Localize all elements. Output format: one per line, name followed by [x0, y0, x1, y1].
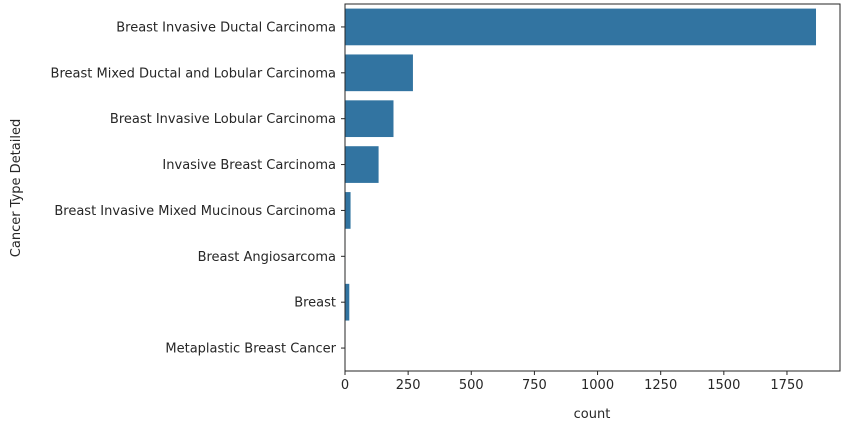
bar — [345, 54, 413, 91]
bar — [345, 192, 351, 229]
bar — [345, 284, 349, 321]
x-tick-label: 1000 — [581, 378, 614, 393]
y-tick-label: Metaplastic Breast Cancer — [165, 342, 336, 357]
y-tick-label: Breast Invasive Ductal Carcinoma — [116, 20, 336, 35]
x-tick-label: 500 — [459, 378, 484, 393]
x-axis-label: count — [574, 407, 611, 422]
y-tick-label: Breast Invasive Mixed Mucinous Carcinoma — [54, 204, 336, 219]
bar — [345, 146, 379, 183]
x-tick-label: 750 — [522, 378, 547, 393]
y-tick-label: Breast — [294, 296, 336, 311]
plot-frame — [345, 4, 840, 371]
bar — [345, 100, 393, 137]
bar — [345, 9, 816, 46]
y-axis-label: Cancer Type Detailed — [9, 119, 24, 257]
x-tick-labels: 0 250 500 750 1000 1250 1500 1750 — [341, 371, 804, 393]
x-tick-label: 1250 — [644, 378, 677, 393]
x-tick-label: 250 — [396, 378, 421, 393]
y-tick-label: Breast Angiosarcoma — [198, 250, 336, 265]
y-tick-label: Invasive Breast Carcinoma — [162, 158, 336, 173]
x-tick-label: 0 — [341, 378, 349, 393]
bars-group — [345, 9, 816, 367]
y-tick-labels: Breast Invasive Ductal Carcinoma Breast M… — [51, 20, 345, 356]
x-tick-label: 1750 — [770, 378, 803, 393]
y-tick-label: Breast Invasive Lobular Carcinoma — [110, 112, 336, 127]
x-tick-label: 1500 — [707, 378, 740, 393]
y-tick-label: Breast Mixed Ductal and Lobular Carcinom… — [51, 66, 336, 81]
